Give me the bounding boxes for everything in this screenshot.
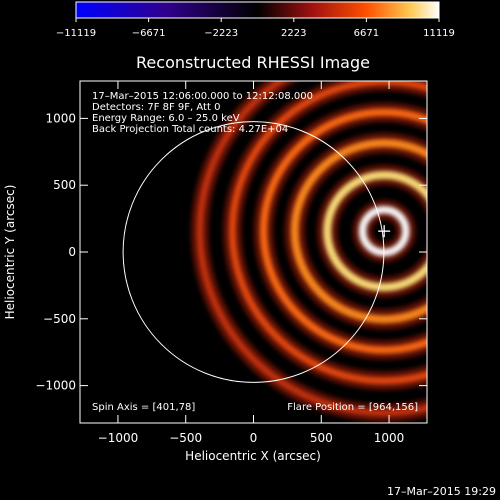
y-axis-ticks: −1000 −500 0 500 1000 xyxy=(35,111,427,393)
annotation-energy-range: Energy Range: 6.0 – 25.0 keV xyxy=(92,113,240,124)
x-tick-label: −500 xyxy=(169,431,202,445)
colorbar-tick-label: 11119 xyxy=(423,28,455,39)
colorbar-tick-label: −11119 xyxy=(56,28,96,39)
y-axis-label: Heliocentric Y (arcsec) xyxy=(3,185,17,320)
y-tick-label: 1000 xyxy=(45,111,76,125)
ring-emission xyxy=(228,81,427,385)
y-tick-label: −500 xyxy=(43,312,76,326)
annotation-detectors: Detectors: 7F 8F 9F, Att 0 xyxy=(92,102,220,113)
y-tick-label: 0 xyxy=(68,245,76,259)
ring-emission xyxy=(323,170,427,292)
x-tick-label: 1000 xyxy=(374,431,405,445)
y-tick-label: −1000 xyxy=(35,379,76,393)
colorbar xyxy=(75,1,440,19)
y-tick-label: 500 xyxy=(53,178,76,192)
ring-emission xyxy=(259,108,427,354)
colorbar-tick-label: 6671 xyxy=(354,28,379,39)
rhessi-chart: −11119 −6671 −2223 2223 6671 11119 Reconstruc… xyxy=(3,1,455,463)
colorbar-tick-label: 2223 xyxy=(281,28,306,39)
ring-emission xyxy=(290,138,427,324)
plot-timestamp: 17–Mar–2015 19:29 xyxy=(387,485,496,498)
x-tick-label: 500 xyxy=(310,431,333,445)
colorbar-tick-label: −2223 xyxy=(204,28,238,39)
x-axis-label: Heliocentric X (arcsec) xyxy=(185,449,321,463)
flare-position-label: Flare Position = [964,156] xyxy=(287,402,418,413)
spin-axis-label: Spin Axis = [401,78] xyxy=(92,402,195,413)
flare-position-marker xyxy=(378,225,391,238)
chart-title: Reconstructed RHESSI Image xyxy=(136,53,370,72)
solar-disk-outline xyxy=(122,121,385,383)
x-tick-label: −1000 xyxy=(98,431,139,445)
x-tick-label: 0 xyxy=(250,431,258,445)
ring-emission xyxy=(196,81,427,417)
colorbar-tick-label: −6671 xyxy=(132,28,166,39)
heatmap-image xyxy=(80,81,427,423)
annotation-method: Back Projection Total counts: 4.27E+04 xyxy=(92,124,288,135)
x-axis-ticks: −1000 −500 0 500 1000 xyxy=(98,81,405,445)
colorbar-ticks: −11119 −6671 −2223 2223 6671 11119 xyxy=(56,18,455,39)
annotation-time-range: 17–Mar–2015 12:06:00.000 to 12:12:08.000 xyxy=(92,91,313,102)
